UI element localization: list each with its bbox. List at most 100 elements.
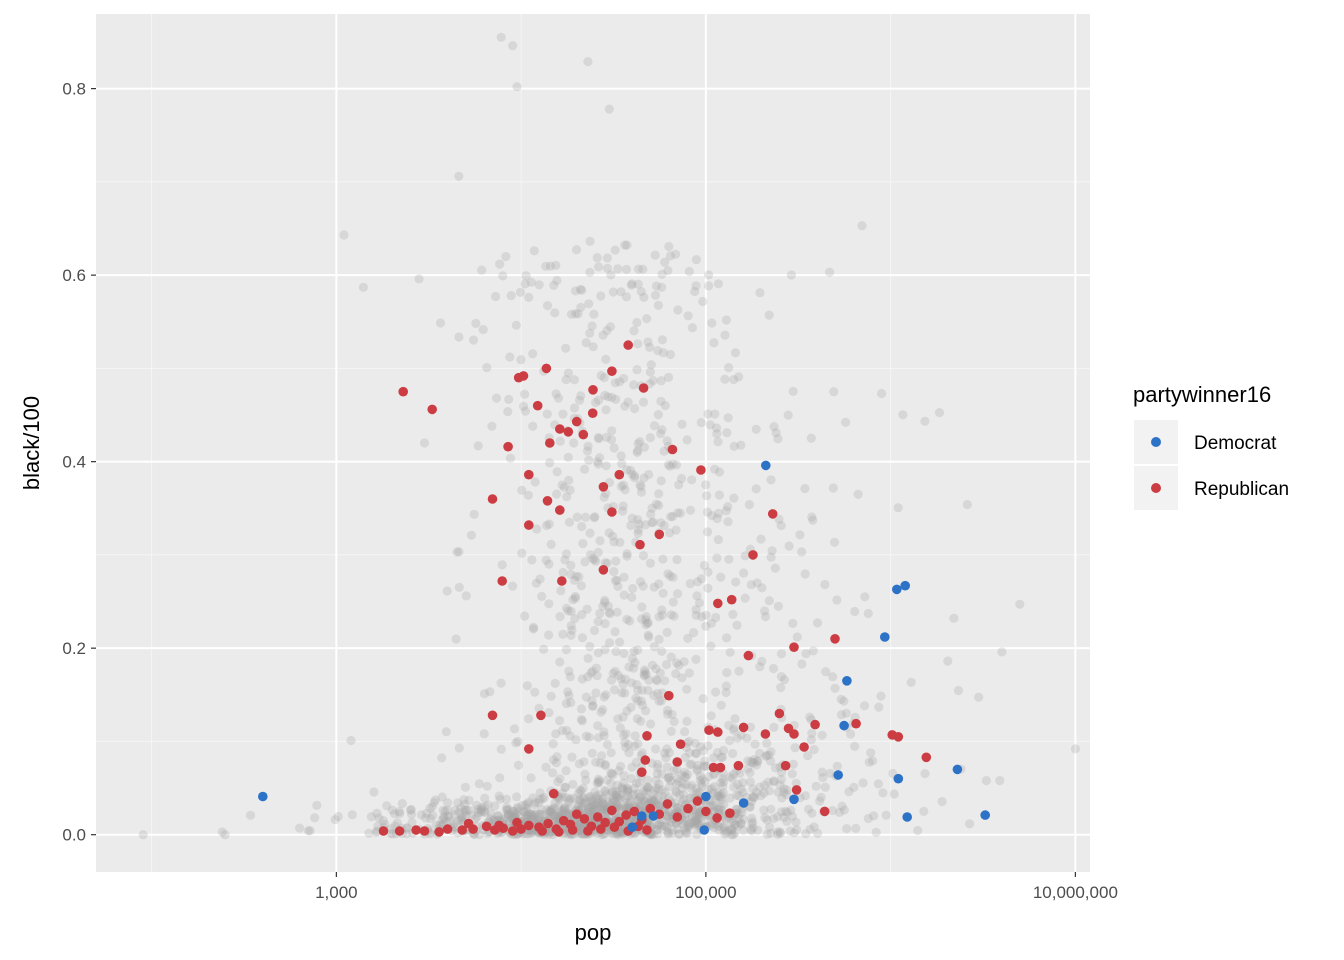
background-point bbox=[692, 829, 702, 840]
background-point bbox=[737, 807, 747, 817]
background-point bbox=[511, 320, 521, 330]
background-point bbox=[629, 789, 640, 799]
background-point bbox=[633, 515, 643, 525]
background-point bbox=[597, 803, 607, 813]
background-point bbox=[768, 814, 779, 824]
background-point bbox=[499, 814, 509, 824]
background-point bbox=[471, 318, 481, 328]
background-point bbox=[520, 800, 531, 810]
background-point bbox=[620, 240, 630, 250]
background-point bbox=[537, 591, 547, 602]
background-point bbox=[635, 577, 646, 587]
background-point bbox=[583, 672, 593, 682]
background-point bbox=[650, 290, 661, 300]
background-point bbox=[664, 773, 674, 783]
background-point bbox=[662, 627, 672, 638]
background-point bbox=[558, 567, 568, 578]
background-point bbox=[736, 784, 746, 794]
background-point bbox=[454, 332, 464, 342]
background-point bbox=[503, 407, 513, 417]
republican-point bbox=[738, 722, 749, 733]
background-point bbox=[752, 578, 762, 588]
background-point bbox=[729, 723, 739, 734]
background-point bbox=[552, 275, 562, 286]
background-point bbox=[732, 733, 743, 743]
background-point bbox=[529, 800, 540, 810]
background-point bbox=[620, 794, 630, 804]
background-point bbox=[532, 524, 542, 534]
background-point bbox=[755, 748, 765, 759]
background-point bbox=[760, 606, 770, 616]
background-point bbox=[664, 772, 674, 782]
y-tick-label: 0.2 bbox=[62, 639, 86, 658]
background-point bbox=[773, 812, 783, 822]
background-point bbox=[652, 688, 663, 698]
democrat-point bbox=[893, 773, 904, 784]
background-point bbox=[668, 572, 678, 582]
background-point bbox=[698, 694, 708, 704]
background-point bbox=[953, 685, 964, 696]
background-point bbox=[633, 446, 643, 456]
republican-point bbox=[524, 744, 534, 754]
background-point bbox=[842, 824, 852, 834]
background-point bbox=[643, 783, 653, 793]
background-point bbox=[672, 764, 682, 774]
background-point bbox=[683, 769, 693, 779]
background-point bbox=[681, 780, 691, 790]
background-point bbox=[569, 403, 580, 413]
background-point bbox=[586, 668, 596, 678]
background-point bbox=[580, 557, 590, 567]
background-point bbox=[563, 368, 574, 378]
background-point bbox=[581, 692, 592, 702]
background-point bbox=[655, 801, 666, 811]
background-point bbox=[653, 300, 664, 310]
background-point bbox=[392, 818, 402, 828]
background-point bbox=[547, 807, 557, 817]
background-point bbox=[220, 830, 230, 840]
background-point bbox=[602, 739, 613, 750]
background-point bbox=[608, 668, 618, 679]
background-point bbox=[729, 375, 739, 385]
background-point bbox=[674, 480, 684, 490]
background-point bbox=[730, 828, 740, 838]
background-point bbox=[573, 309, 583, 319]
republican-point bbox=[545, 438, 555, 448]
background-point bbox=[805, 712, 815, 722]
background-point bbox=[815, 796, 825, 806]
background-point bbox=[541, 762, 551, 772]
background-point bbox=[788, 618, 798, 629]
background-point bbox=[566, 309, 577, 319]
background-point bbox=[777, 793, 787, 803]
background-point bbox=[519, 401, 529, 411]
background-point bbox=[442, 586, 452, 596]
background-point bbox=[736, 818, 746, 829]
background-point bbox=[505, 352, 515, 362]
background-point bbox=[712, 791, 723, 801]
background-point bbox=[598, 804, 608, 815]
background-point bbox=[600, 800, 610, 810]
background-point bbox=[613, 264, 623, 274]
background-point bbox=[717, 752, 728, 762]
background-point bbox=[495, 794, 505, 804]
background-point bbox=[673, 803, 683, 813]
background-point bbox=[606, 768, 616, 778]
background-point bbox=[764, 750, 774, 760]
background-point bbox=[460, 805, 470, 815]
background-point bbox=[602, 790, 612, 800]
background-point bbox=[567, 752, 577, 762]
background-point bbox=[467, 810, 477, 821]
background-point bbox=[616, 287, 626, 297]
background-point bbox=[654, 612, 664, 622]
background-point bbox=[600, 785, 610, 795]
background-point bbox=[725, 772, 735, 782]
republican-point bbox=[497, 576, 508, 586]
background-point bbox=[582, 446, 593, 456]
background-point bbox=[671, 249, 681, 259]
background-point bbox=[584, 792, 594, 802]
background-point bbox=[598, 601, 608, 611]
major-gridlines bbox=[96, 14, 1090, 872]
background-point bbox=[690, 805, 701, 815]
background-point bbox=[673, 824, 683, 834]
republican-point bbox=[830, 634, 840, 644]
background-point bbox=[593, 617, 603, 627]
